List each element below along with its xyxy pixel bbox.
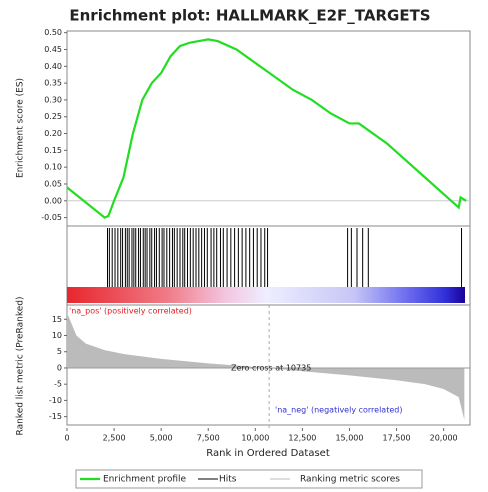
pos-label: 'na_pos' (positively correlated) bbox=[69, 307, 192, 316]
x-tick-label: 0 bbox=[64, 434, 69, 443]
chart-title: Enrichment plot: HALLMARK_E2F_TARGETS bbox=[69, 7, 430, 25]
y-tick-label: 0.30 bbox=[44, 95, 62, 104]
y-tick-label: 0.50 bbox=[44, 28, 62, 37]
y-tick-label: 0.05 bbox=[44, 179, 62, 188]
neg-label: 'na_neg' (negatively correlated) bbox=[275, 406, 402, 415]
x-tick-label: 2,500 bbox=[103, 434, 126, 443]
x-tick-label: 17,500 bbox=[383, 434, 411, 443]
y-tick-label: -5 bbox=[54, 380, 62, 389]
y-tick-label: 0.45 bbox=[44, 45, 62, 54]
y-tick-label: 0.40 bbox=[44, 62, 62, 71]
plot-frame bbox=[66, 30, 471, 426]
y-tick-label: -15 bbox=[49, 412, 62, 421]
y-tick-label: 0.35 bbox=[44, 79, 62, 88]
metric-area bbox=[67, 312, 465, 420]
x-tick-label: 5,000 bbox=[150, 434, 173, 443]
es-line bbox=[66, 38, 467, 219]
y-tick-label: 0 bbox=[57, 363, 62, 372]
y-tick-label: -10 bbox=[49, 396, 62, 405]
y-tick-label: 10 bbox=[52, 331, 62, 340]
zero-cross-label: Zero cross at 10735 bbox=[231, 363, 311, 372]
y-tick-label: 0.25 bbox=[44, 112, 62, 121]
legend bbox=[75, 469, 423, 489]
ranking-color-bar bbox=[67, 287, 465, 303]
x-tick-label: 15,000 bbox=[335, 434, 363, 443]
y-tick-label: 15 bbox=[52, 315, 62, 324]
y-tick-label: -0.05 bbox=[41, 213, 62, 222]
y-axis-label: Enrichment score (ES) bbox=[16, 78, 26, 178]
y-tick-label: 0.20 bbox=[44, 129, 62, 138]
x-tick-label: 10,000 bbox=[241, 434, 269, 443]
legend-label: Hits bbox=[219, 475, 237, 485]
x-tick-label: 7,500 bbox=[197, 434, 220, 443]
y-tick-label: 0.15 bbox=[44, 146, 62, 155]
x-tick-label: 20,000 bbox=[430, 434, 458, 443]
x-tick-label: 12,500 bbox=[288, 434, 316, 443]
y-axis-label: Ranked list metric (PreRanked) bbox=[16, 297, 26, 436]
y-tick-label: 0.10 bbox=[44, 163, 62, 172]
legend-label: Enrichment profile bbox=[103, 475, 187, 485]
legend-label: Ranking metric scores bbox=[300, 475, 400, 485]
x-axis-label: Rank in Ordered Dataset bbox=[206, 448, 330, 459]
y-tick-label: 0.00 bbox=[44, 196, 62, 205]
y-tick-label: 5 bbox=[57, 347, 62, 356]
